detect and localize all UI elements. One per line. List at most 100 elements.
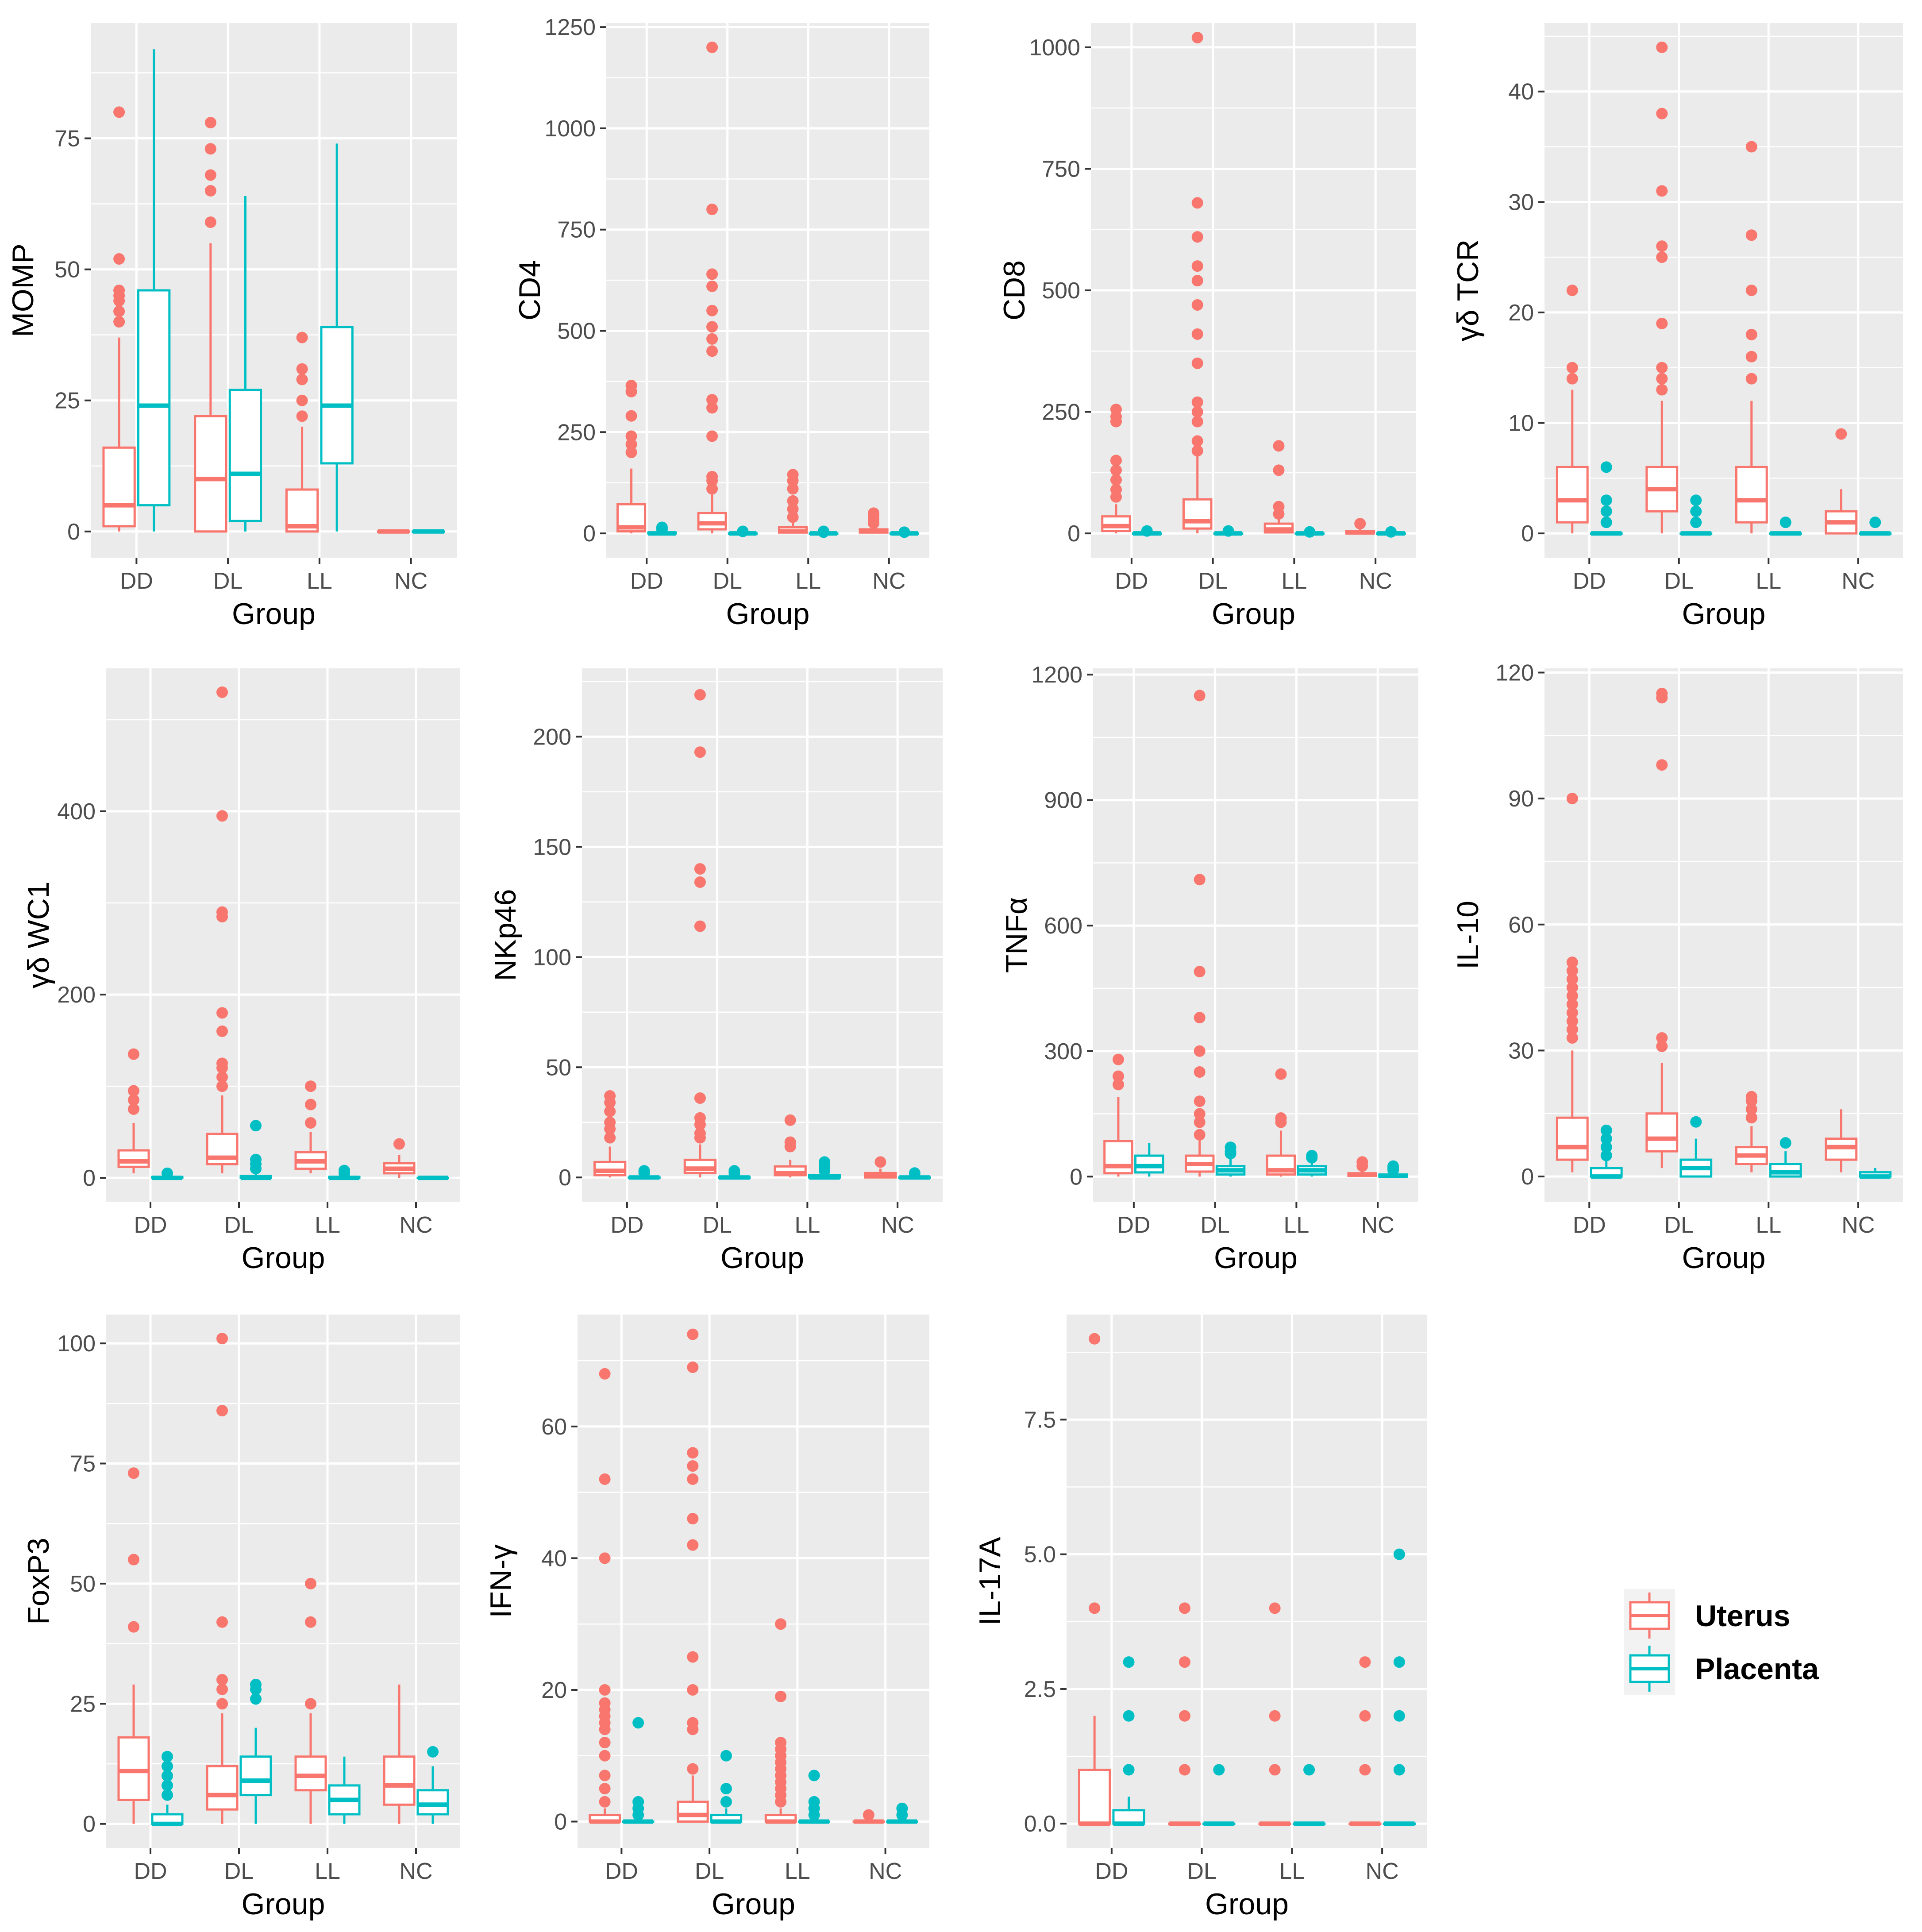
- x-tick-label: LL: [1283, 1212, 1309, 1238]
- panel-momp: 0 25 50 75 DD DL LL NC Group MOMP: [6, 23, 457, 631]
- x-tick-label: DL: [702, 1212, 732, 1238]
- box-uterus-nc: [383, 1138, 416, 1178]
- panel-ifn-: 0 20 40 60 DD DL LL NC Group IFN-γ: [484, 1315, 929, 1921]
- box-placenta-dd: [137, 49, 171, 532]
- y-tick-label: 1250: [544, 15, 596, 40]
- outlier-point: [1656, 317, 1668, 329]
- y-tick-label: 30: [1508, 189, 1534, 215]
- outlier-point: [819, 1156, 831, 1168]
- box-uterus-nc: [383, 1684, 416, 1824]
- box-placenta-nc: [886, 1802, 918, 1824]
- box-placenta-dl: [239, 1678, 272, 1824]
- box-placenta-dd: [1590, 1124, 1623, 1179]
- outlier-point: [737, 525, 749, 537]
- box-placenta-dl: [1215, 1141, 1246, 1177]
- panel--tcr: 0 10 20 30 40 DD DL LL NC Group γδ TCR: [1451, 23, 1903, 631]
- x-tick-label: LL: [1281, 568, 1307, 594]
- box-uterus-dl: [677, 1328, 709, 1823]
- outlier-point: [204, 143, 216, 155]
- outlier-point: [632, 1796, 644, 1808]
- outlier-point: [784, 1136, 796, 1148]
- outlier-point: [1566, 956, 1578, 968]
- y-tick-label: 40: [541, 1546, 567, 1571]
- outlier-point: [1112, 1070, 1124, 1082]
- outlier-point: [1191, 31, 1203, 43]
- box-placenta-ll: [808, 1156, 841, 1180]
- outlier-point: [305, 1099, 316, 1111]
- y-tick-label: 0: [1521, 521, 1534, 547]
- outlier-point: [216, 810, 228, 822]
- outlier-point: [204, 169, 216, 181]
- outlier-point: [694, 863, 706, 875]
- x-tick-label: LL: [1756, 568, 1781, 594]
- x-axis-title: Group: [242, 1887, 325, 1921]
- outlier-point: [1656, 759, 1668, 771]
- outlier-point: [706, 268, 718, 280]
- outlier-point: [1566, 973, 1578, 985]
- outlier-point: [1566, 793, 1578, 805]
- outlier-point: [1745, 141, 1757, 153]
- outlier-point: [687, 1328, 699, 1340]
- y-tick-label: 750: [1042, 156, 1080, 182]
- box-uterus-dl: [1182, 31, 1213, 534]
- outlier-point: [162, 1789, 173, 1801]
- outlier-point: [1600, 1149, 1612, 1161]
- outlier-point: [1566, 373, 1578, 385]
- box-placenta-ll: [798, 1770, 830, 1824]
- outlier-point: [1191, 299, 1203, 311]
- box-uterus-dd: [589, 1368, 621, 1824]
- outlier-point: [250, 1120, 262, 1132]
- outlier-point: [599, 1473, 611, 1485]
- legend-key-uterus: [1624, 1589, 1675, 1642]
- y-tick-label: 0: [558, 1165, 571, 1191]
- panel-background: [578, 1315, 929, 1848]
- outlier-point: [706, 394, 718, 406]
- outlier-point: [1359, 1764, 1371, 1776]
- outlier-point: [694, 1112, 706, 1124]
- y-axis-title: CD8: [998, 260, 1031, 320]
- x-tick-label: NC: [1366, 1859, 1399, 1884]
- x-axis-title: Group: [242, 1241, 325, 1275]
- y-tick-label: 750: [557, 217, 596, 243]
- outlier-point: [687, 1539, 699, 1551]
- panel-il-17a: 0.0 2.5 5.0 7.5 DD DL LL NC Group IL-17A: [973, 1315, 1427, 1921]
- x-tick-label: DD: [120, 568, 153, 594]
- panel--wc1: 0 200 400 DD DL LL NC Group γδ WC1: [22, 668, 460, 1275]
- y-tick-label: 0: [1067, 521, 1080, 547]
- x-tick-label: NC: [394, 568, 428, 594]
- y-tick-label: 250: [1042, 400, 1080, 425]
- outlier-point: [656, 521, 668, 533]
- y-tick-label: 50: [54, 257, 80, 283]
- outlier-point: [216, 1025, 228, 1037]
- outlier-point: [1745, 328, 1757, 340]
- outlier-point: [1600, 505, 1612, 517]
- box-uterus-dd: [1556, 793, 1589, 1172]
- outlier-point: [216, 1333, 228, 1345]
- x-tick-label: LL: [1279, 1859, 1305, 1884]
- outlier-point: [1600, 1133, 1612, 1145]
- box-placenta-dd: [151, 1751, 184, 1826]
- y-tick-label: 100: [533, 945, 571, 970]
- outlier-point: [216, 1080, 228, 1092]
- box-placenta-nc: [1859, 517, 1892, 536]
- outlier-point: [296, 332, 308, 343]
- outlier-point: [1393, 1548, 1405, 1560]
- x-axis-title: Group: [1205, 1887, 1289, 1921]
- box-uterus-ll: [764, 1618, 797, 1824]
- outlier-point: [1194, 966, 1206, 978]
- outlier-point: [1194, 690, 1206, 702]
- outlier-point: [1273, 501, 1285, 513]
- outlier-point: [687, 1447, 699, 1459]
- x-tick-label: LL: [794, 1212, 820, 1238]
- outlier-point: [1141, 525, 1153, 537]
- box-placenta-nc: [1378, 1160, 1408, 1178]
- outlier-point: [204, 185, 216, 197]
- outlier-point: [1191, 197, 1203, 209]
- panel-foxp3: 0 25 50 75 100 DD DL LL NC Group FoxP3: [22, 1315, 460, 1921]
- box-uterus-dd: [102, 106, 136, 532]
- y-axis-title: NKp46: [489, 889, 522, 981]
- outlier-point: [1359, 1710, 1371, 1722]
- outlier-point: [599, 1750, 611, 1762]
- outlier-point: [216, 1674, 228, 1686]
- box-uterus-dl: [194, 117, 227, 533]
